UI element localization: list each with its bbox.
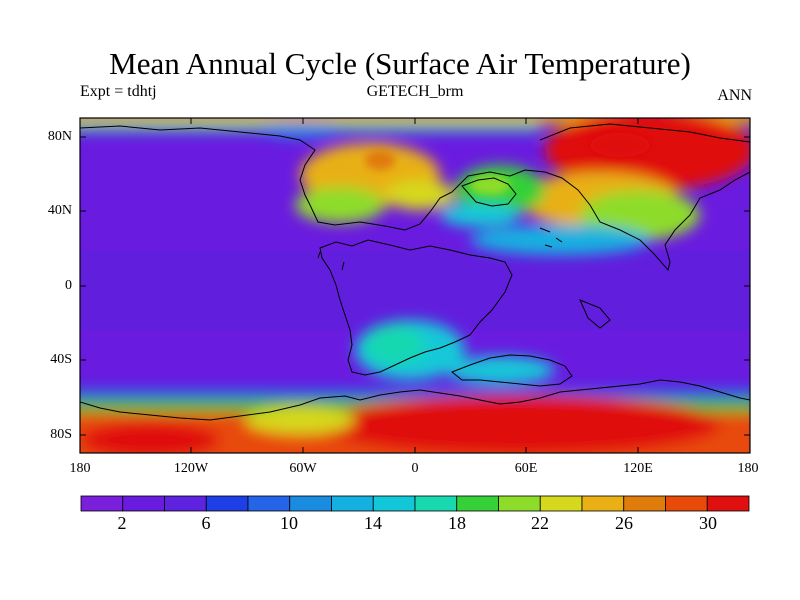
lon-label-60e: 60E [514, 461, 538, 476]
lat-label-40s: 40S [50, 352, 72, 367]
lon-label-180e: 180 [737, 461, 759, 476]
axis-ticks [80, 118, 750, 453]
colorbar-swatch [164, 495, 207, 512]
lon-label-60w: 60W [289, 461, 317, 476]
colorbar-swatch [331, 495, 374, 512]
colorbar-swatch [372, 495, 416, 512]
lon-label-180w: 180 [69, 461, 91, 476]
colorbar-label: 6 [201, 513, 211, 533]
lat-label-80n: 80N [47, 129, 72, 144]
colorbar-swatch [205, 495, 249, 512]
lat-label-0: 0 [65, 278, 72, 293]
lat-label-80s: 80S [50, 427, 72, 442]
colorbar-swatch [122, 495, 165, 512]
colorbar-swatch [247, 495, 291, 512]
colorbar-swatch [539, 495, 583, 512]
experiment-label: Expt = tdhtj [80, 83, 157, 100]
coastlines [80, 123, 750, 421]
dataset-label: GETECH_brm [366, 83, 464, 100]
lat-label-40n: 40N [47, 203, 72, 218]
lon-label-120e: 120E [623, 461, 653, 476]
colorbar-swatch [498, 495, 541, 512]
colorbar-swatch [665, 495, 708, 512]
colorbar-label: 2 [117, 513, 127, 533]
colorbar-label: 14 [364, 513, 382, 533]
colorbar-label: 18 [448, 513, 466, 533]
map-title: Mean Annual Cycle (Surface Air Temperatu… [109, 46, 691, 81]
colorbar-label: 30 [699, 513, 717, 533]
temperature-field [80, 118, 750, 453]
colorbar-swatch [456, 495, 499, 512]
colorbar-swatch [706, 495, 750, 512]
colorbar-swatch [289, 495, 332, 512]
colorbar-label: 26 [615, 513, 633, 533]
colorbar-swatch [581, 495, 625, 512]
lon-label-120w: 120W [173, 461, 209, 476]
colorbar-label: 10 [280, 513, 298, 533]
colorbar [80, 495, 750, 512]
colorbar-swatch [414, 495, 458, 512]
colorbar-label: 22 [531, 513, 549, 533]
colorbar-swatch [80, 495, 124, 512]
period-label: ANN [717, 87, 752, 104]
lon-label-0: 0 [411, 461, 419, 476]
colorbar-swatch [623, 495, 666, 512]
